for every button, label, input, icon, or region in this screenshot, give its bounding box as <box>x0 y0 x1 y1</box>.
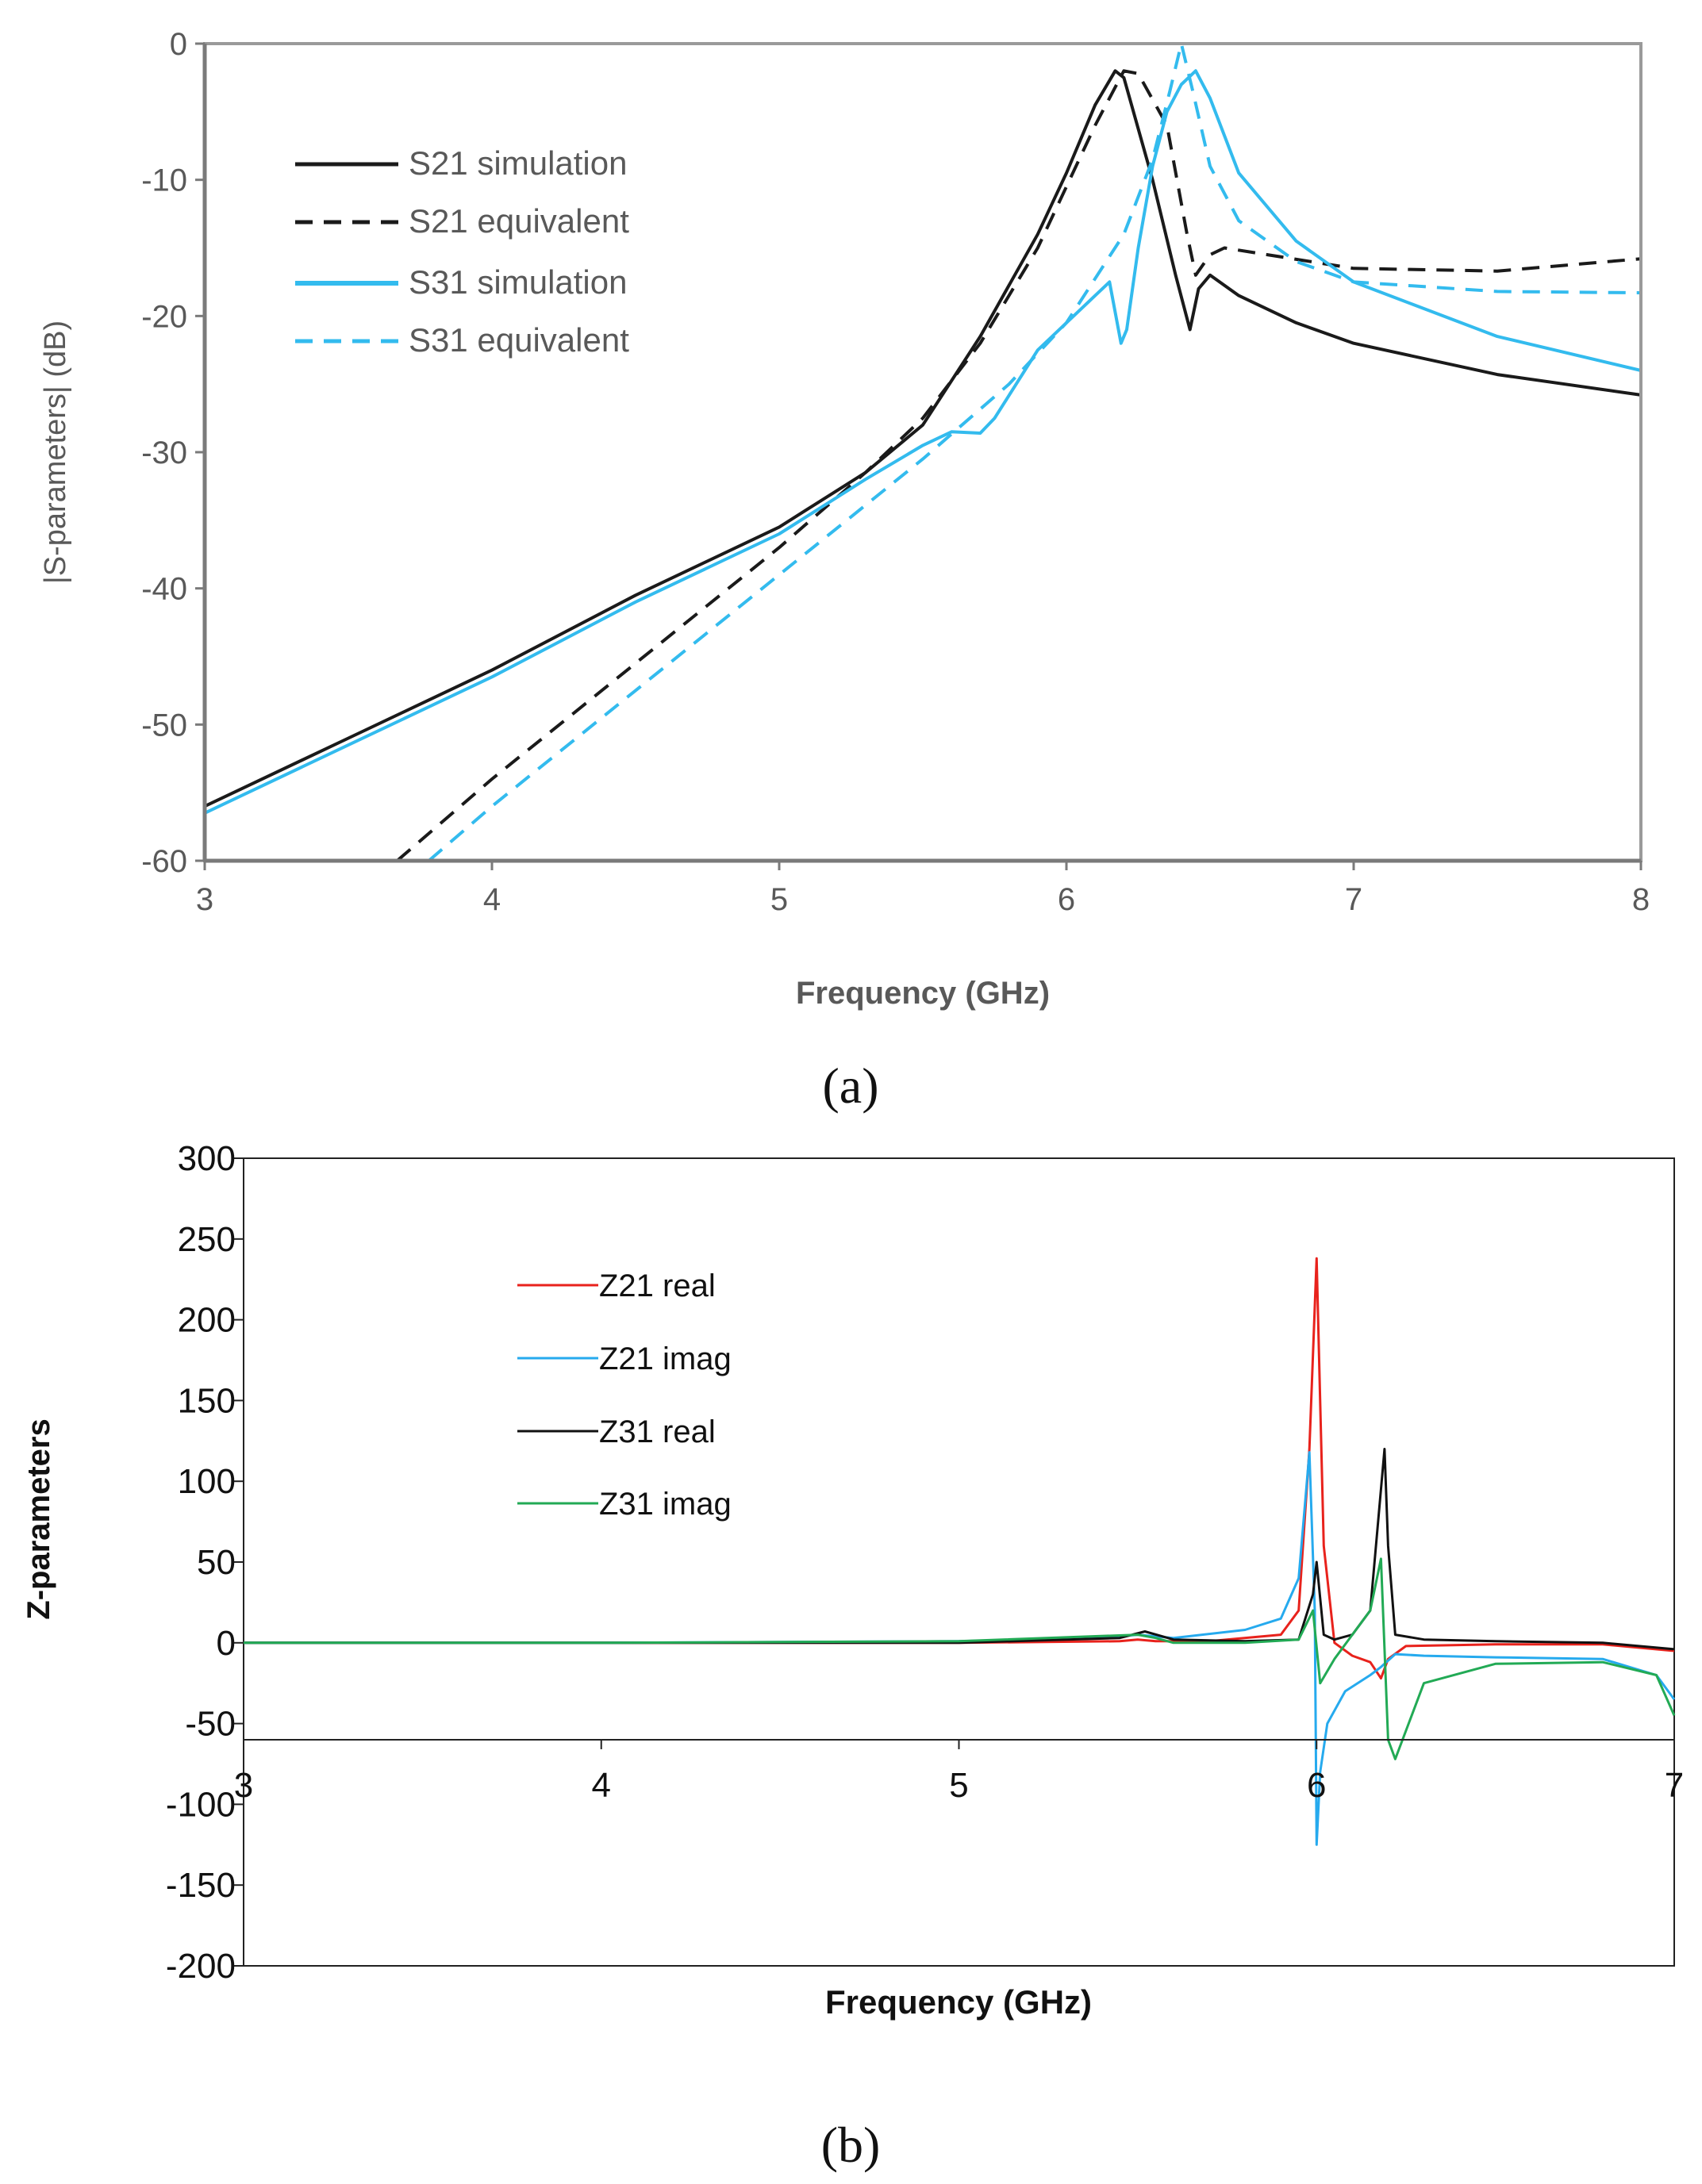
legend-label-z21-real: Z21 real <box>599 1269 716 1303</box>
legend-label-s31-equivalent: S31 equivalent <box>409 321 629 359</box>
panel-b-ytick-label-100: 100 <box>178 1462 236 1501</box>
panel-b-plot-frame <box>243 1157 1675 1967</box>
panel-b-xtick-label-3: 3 <box>234 1766 253 1805</box>
panel-b-caption-label: (b) <box>821 2117 881 2173</box>
panel-a-ytick-label-40: -40 <box>141 572 187 607</box>
panel-b-ytick-label-0: 0 <box>217 1624 236 1663</box>
panel-b-xlabel: Frequency (GHz) <box>825 1983 1092 2021</box>
legend-label-s31-simulation: S31 simulation <box>409 263 627 301</box>
panel-b-ytick-label-100: -100 <box>166 1785 236 1824</box>
panel-a-xtick-label-7: 7 <box>1345 882 1362 917</box>
panel-a-series-s21-simulation <box>204 69 1642 808</box>
panel-b-legend: Z21 real Z21 imag Z31 real Z31 imag <box>517 1269 732 1522</box>
panel-a-ytick-label-20: -20 <box>141 299 187 334</box>
panel-a-series-s31-equivalent <box>428 42 1642 862</box>
panel-b-ytick-label-50: -50 <box>185 1705 236 1744</box>
panel-a-xtick-label-3: 3 <box>196 882 213 917</box>
panel-b-series-z31-imag <box>244 1557 1676 1760</box>
panel-b-xtick-label-6: 6 <box>1307 1766 1326 1805</box>
legend-label-z31-imag: Z31 imag <box>599 1487 732 1522</box>
legend-label-s21-equivalent: S21 equivalent <box>409 202 629 240</box>
panel-b-chart: 3 4 5 6 7 300 250 200 150 100 50 0 -50 -100 -150 -200 Z… <box>21 1139 1684 2173</box>
panel-a-ytick-label-30: -30 <box>141 436 187 470</box>
panel-b-ytick-label-250: 250 <box>178 1220 236 1259</box>
panel-b-series-z21-real <box>244 1257 1675 1680</box>
panel-b-ylabel: Z-parameters <box>21 1418 56 1619</box>
panel-b-xtick-label-5: 5 <box>949 1766 968 1805</box>
panel-a-xtick-label-8: 8 <box>1632 882 1650 917</box>
panel-b-series-layer <box>244 1257 1676 1846</box>
legend-label-z31-real: Z31 real <box>599 1414 716 1449</box>
panel-a-series-layer <box>204 42 1642 862</box>
panel-b-ytick-label-150: -150 <box>166 1866 236 1905</box>
panel-b-ytick-label-150: 150 <box>178 1381 236 1420</box>
panel-a-series-s31-simulation <box>204 69 1642 815</box>
legend-label-s21-simulation: S21 simulation <box>409 144 627 182</box>
panel-a-tick-layer: 3 4 5 6 7 8 0 -10 -20 -30 -40 -50 -60 <box>141 27 1650 917</box>
panel-a-xtick-label-6: 6 <box>1058 882 1075 917</box>
panel-a-ytick-label-60: -60 <box>141 844 187 879</box>
panel-b-ytick-label-200: 200 <box>178 1301 236 1340</box>
panel-b-xtick-label-4: 4 <box>592 1766 611 1805</box>
panel-a-ytick-label-10: -10 <box>141 163 187 198</box>
legend-label-z21-imag: Z21 imag <box>599 1341 732 1376</box>
panel-a-xtick-label-4: 4 <box>483 882 501 917</box>
panel-a-caption-label: (a) <box>822 1057 878 1114</box>
panel-a-series-s21-equivalent <box>396 69 1642 862</box>
panel-b-ytick-label-200: -200 <box>166 1947 236 1986</box>
panel-a-chart: 3 4 5 6 7 8 0 -10 -20 -30 -40 -50 -60 |S-parameters|… <box>39 27 1650 1114</box>
panel-b-xtick-label-7: 7 <box>1665 1766 1684 1805</box>
panel-a-ytick-label-50: -50 <box>141 708 187 743</box>
panel-a-ytick-label-0: 0 <box>170 27 187 62</box>
panel-a-legend: S21 simulation S21 equivalent S31 simula… <box>295 144 629 359</box>
panel-a-xlabel: Frequency (GHz) <box>796 976 1050 1011</box>
panel-b-tick-layer: 3 4 5 6 7 300 250 200 150 100 50 0 -50 -100 -150 -200 <box>166 1139 1684 1986</box>
panel-a-ylabel: |S-parameters| (dB) <box>39 320 72 584</box>
panel-b-ytick-label-300: 300 <box>178 1139 236 1178</box>
panel-b-series-z31-real <box>244 1448 1675 1651</box>
panel-a-xtick-label-5: 5 <box>770 882 788 917</box>
panel-b-ytick-label-50: 50 <box>197 1543 236 1582</box>
